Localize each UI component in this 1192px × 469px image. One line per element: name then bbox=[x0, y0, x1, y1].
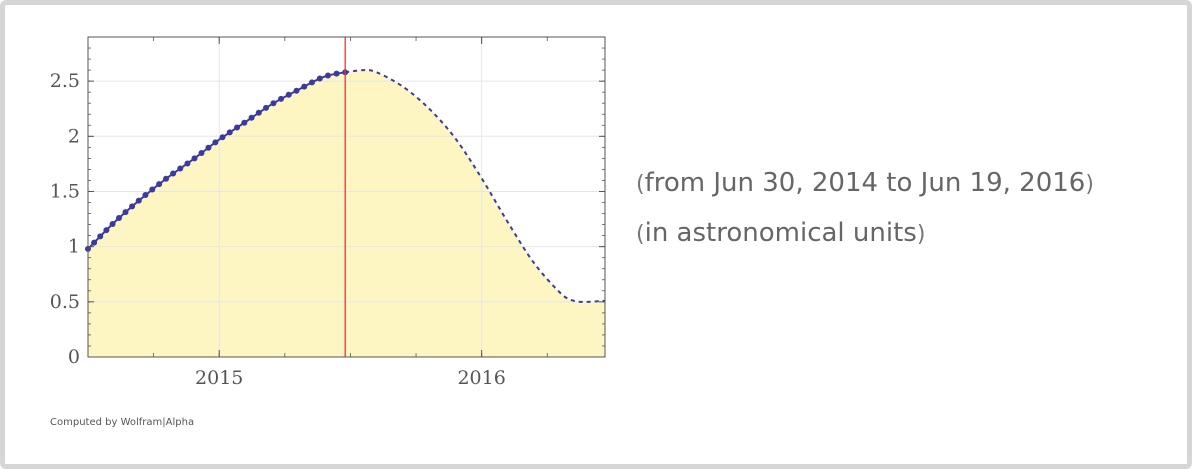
series-observed-point bbox=[142, 192, 148, 198]
series-observed-point bbox=[91, 240, 97, 246]
x-tick-label: 2016 bbox=[457, 367, 505, 389]
series-observed-point bbox=[286, 92, 292, 98]
series-observed-point bbox=[198, 150, 204, 156]
computed-by-credit[interactable]: Computed by Wolfram|Alpha bbox=[50, 417, 194, 428]
series-observed-point bbox=[270, 100, 276, 106]
y-tick-label: 0 bbox=[68, 346, 80, 368]
series-observed-point bbox=[177, 166, 183, 172]
series-observed-point bbox=[103, 227, 109, 233]
series-observed-point bbox=[301, 84, 307, 90]
series-observed-point bbox=[334, 71, 340, 77]
series-observed-point bbox=[212, 139, 218, 145]
units-caption: (in astronomical units) bbox=[636, 218, 925, 248]
series-observed-point bbox=[170, 171, 176, 177]
x-tick-label: 2015 bbox=[195, 367, 243, 389]
series-observed-point bbox=[227, 129, 233, 135]
series-observed-point bbox=[116, 215, 122, 221]
series-observed-point bbox=[122, 209, 128, 215]
series-observed-point bbox=[136, 198, 142, 204]
series-observed-point bbox=[156, 181, 162, 187]
series-observed-point bbox=[317, 76, 323, 82]
series-observed-point bbox=[163, 176, 169, 182]
series-observed-point bbox=[234, 125, 240, 131]
distance-chart: 0 0.5 1 1.5 2 2.5 2015 2016 bbox=[0, 0, 620, 400]
series-observed-point bbox=[278, 96, 284, 102]
date-range-text: from Jun 30, 2014 to Jun 19, 2016 bbox=[645, 168, 1086, 198]
y-tick-label: 1.5 bbox=[50, 180, 80, 202]
series-observed-point bbox=[325, 72, 331, 78]
y-tick-label: 2.5 bbox=[50, 70, 80, 92]
series-observed-point bbox=[129, 203, 135, 209]
series-observed-point bbox=[149, 187, 155, 193]
series-observed-point bbox=[241, 120, 247, 126]
series-observed-point bbox=[184, 160, 190, 166]
series-observed-point bbox=[205, 145, 211, 151]
series-observed-point bbox=[110, 221, 116, 227]
series-observed-point bbox=[220, 134, 226, 140]
series-observed-point bbox=[192, 155, 198, 161]
series-observed-point bbox=[294, 88, 300, 94]
date-range-caption: (from Jun 30, 2014 to Jun 19, 2016) bbox=[636, 168, 1094, 198]
area-fill bbox=[88, 70, 605, 357]
y-tick-label: 1 bbox=[68, 236, 80, 258]
y-tick-label: 2 bbox=[68, 125, 80, 147]
area-fill-layer bbox=[88, 70, 605, 357]
series-observed-point bbox=[309, 79, 315, 85]
series-observed-point bbox=[249, 115, 255, 121]
series-observed-point bbox=[263, 105, 269, 111]
series-observed-point bbox=[97, 233, 103, 239]
y-tick-label: 0.5 bbox=[50, 291, 80, 313]
series-observed-point bbox=[256, 110, 262, 116]
units-text: in astronomical units bbox=[645, 218, 917, 248]
